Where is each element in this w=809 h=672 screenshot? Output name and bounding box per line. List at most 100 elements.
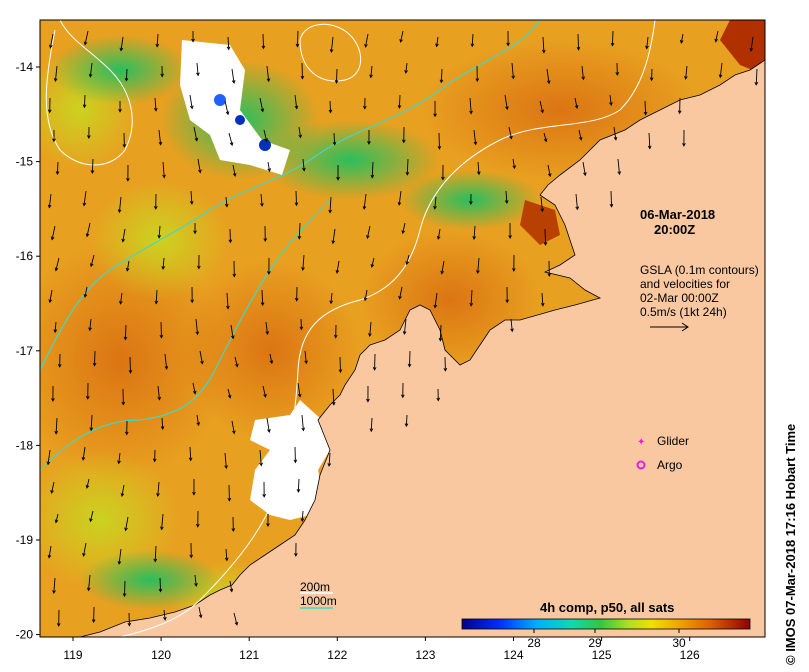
velocity-arrow <box>224 452 228 470</box>
velocity-arrow <box>613 126 618 141</box>
velocity-arrow <box>401 126 406 144</box>
velocity-arrow <box>405 158 410 176</box>
velocity-arrow <box>370 257 375 268</box>
velocity-arrow <box>300 510 305 523</box>
velocity-arrow <box>362 97 367 110</box>
lat-tick-label: -19 <box>16 533 34 547</box>
velocity-arrow <box>366 225 371 239</box>
velocity-arrow <box>643 100 648 116</box>
velocity-arrow <box>88 62 93 78</box>
velocity-arrow <box>89 414 94 432</box>
velocity-arrow <box>574 97 579 109</box>
velocity-arrow <box>260 289 265 307</box>
velocity-arrow <box>228 132 234 147</box>
velocity-arrow <box>405 254 410 266</box>
contour-200m <box>119 20 656 637</box>
legend-1000m-label: 1000m <box>300 594 337 608</box>
velocity-arrow <box>226 36 231 51</box>
velocity-arrow <box>127 612 132 627</box>
velocity-arrow <box>124 516 129 532</box>
velocity-arrow <box>224 100 230 116</box>
velocity-arrow <box>546 68 551 85</box>
velocity-arrow <box>329 36 334 54</box>
velocity-arrow <box>300 62 305 80</box>
velocity-arrow <box>609 94 613 107</box>
velocity-arrow <box>162 161 166 179</box>
velocity-arrow <box>469 193 473 205</box>
velocity-arrow <box>119 292 123 305</box>
velocity-arrow <box>298 126 303 139</box>
lon-tick-label: 120 <box>151 648 171 662</box>
velocity-arrow <box>328 196 332 214</box>
velocity-arrow <box>362 193 367 210</box>
velocity-arrow <box>301 414 306 432</box>
velocity-arrow <box>512 254 516 272</box>
contour-200m <box>299 23 362 82</box>
glider-marker-icon: ✦ <box>637 437 645 448</box>
velocity-arrow <box>157 225 162 239</box>
velocity-arrow <box>402 318 407 335</box>
velocity-arrow <box>197 158 202 174</box>
velocity-arrow <box>158 577 163 593</box>
velocity-arrow <box>196 414 201 427</box>
velocity-arrow <box>227 388 232 399</box>
velocity-arrow <box>475 65 480 83</box>
lon-tick-label: 119 <box>63 648 82 662</box>
velocity-arrow <box>189 542 194 559</box>
velocity-arrow <box>440 260 445 275</box>
annotation-date: 06-Mar-2018 <box>640 207 715 222</box>
velocity-arrow <box>266 65 271 83</box>
velocity-arrow <box>366 385 370 403</box>
velocity-arrow <box>714 30 719 43</box>
velocity-arrow <box>161 257 166 270</box>
velocity-arrow <box>231 68 236 84</box>
velocity-arrow <box>679 33 684 44</box>
velocity-arrow <box>232 260 237 278</box>
velocity-arrow <box>368 321 372 338</box>
velocity-arrow <box>512 158 516 170</box>
velocity-arrow <box>336 164 340 181</box>
velocity-arrow <box>90 158 95 174</box>
colorbar-ticks: 28 29 30 <box>527 629 686 650</box>
velocity-arrow <box>193 126 199 142</box>
velocity-arrow <box>154 289 159 305</box>
velocity-arrow <box>82 190 87 207</box>
velocity-arrow <box>294 542 298 557</box>
velocity-arrow <box>122 132 127 148</box>
velocity-arrow <box>617 158 622 176</box>
velocity-arrow <box>56 609 61 627</box>
velocity-arrow <box>224 548 229 562</box>
velocity-arrow <box>508 222 512 239</box>
velocity-arrow <box>88 318 92 332</box>
velocity-arrow <box>50 225 56 241</box>
velocity-arrow <box>506 30 510 47</box>
velocity-arrow <box>189 94 194 110</box>
velocity-arrow <box>370 161 375 179</box>
velocity-arrow <box>338 356 343 374</box>
velocity-arrow <box>53 65 58 83</box>
contour-200m <box>45 20 133 166</box>
velocity-arrow <box>578 129 583 141</box>
contour-1000m <box>40 20 541 371</box>
velocity-arrow <box>160 513 164 531</box>
velocity-arrow <box>153 193 158 210</box>
velocity-arrow <box>54 513 59 524</box>
lon-tick-label: 126 <box>680 648 700 662</box>
velocity-arrow <box>117 452 121 465</box>
gsla-line-1: GSLA (0.1m contours) <box>640 263 759 277</box>
velocity-arrow <box>158 129 163 146</box>
velocity-arrow <box>83 286 88 298</box>
colorbar-tick-label: 30 <box>672 636 686 650</box>
velocity-arrow <box>160 417 165 431</box>
velocity-arrow <box>677 97 682 115</box>
velocity-arrow <box>47 97 52 114</box>
velocity-arrow <box>195 510 200 528</box>
colorbar-tick-label: 28 <box>527 636 541 650</box>
argo-label: Argo <box>657 458 683 472</box>
velocity-arrow <box>332 132 337 146</box>
velocity-arrow <box>397 94 402 109</box>
velocity-arrow <box>86 574 91 592</box>
colorbar-tick-label: 29 <box>588 636 602 650</box>
velocity-arrow <box>294 190 299 207</box>
velocity-arrow <box>645 36 649 50</box>
